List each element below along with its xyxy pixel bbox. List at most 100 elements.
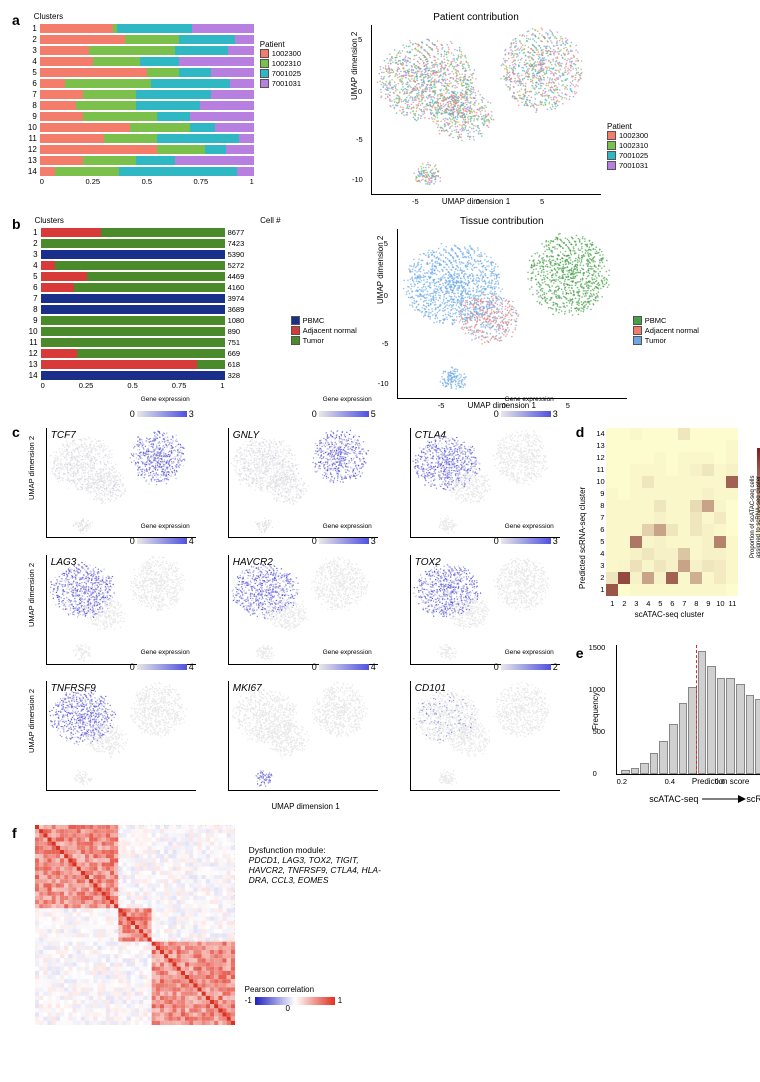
heatmap-cell bbox=[678, 428, 690, 440]
heatmap-cell bbox=[714, 572, 726, 584]
panel-b-umap-legend: PBMCAdjacent normalTumor bbox=[633, 316, 699, 345]
legend-item: 1002300 bbox=[260, 49, 301, 58]
heatmap-cell bbox=[618, 584, 630, 596]
heatmap-cell bbox=[630, 548, 642, 560]
heatmap-cell bbox=[678, 536, 690, 548]
heatmap-cell bbox=[666, 464, 678, 476]
bar-row: 13 bbox=[24, 155, 254, 165]
gene-umap: CD101Gene expression02 bbox=[388, 677, 570, 804]
bar-row: 27423 bbox=[25, 238, 255, 248]
heatmap-cell bbox=[726, 476, 738, 488]
bar-row: 11751 bbox=[25, 337, 255, 347]
heatmap-cell bbox=[642, 524, 654, 536]
histogram-bar bbox=[650, 753, 659, 774]
heatmap-cell bbox=[606, 512, 618, 524]
bar-row: 4 bbox=[24, 56, 254, 66]
heatmap-cell bbox=[666, 536, 678, 548]
heatmap-cell bbox=[606, 476, 618, 488]
heatmap-cell bbox=[618, 572, 630, 584]
heatmap-cell bbox=[606, 572, 618, 584]
heatmap-cell bbox=[678, 464, 690, 476]
heatmap-cell bbox=[690, 512, 702, 524]
heatmap-cell bbox=[690, 548, 702, 560]
heatmap-cell bbox=[666, 440, 678, 452]
legend-item: Tumor bbox=[291, 336, 357, 345]
histogram-bar bbox=[621, 770, 630, 774]
panel-b-umap-title: Tissue contribution bbox=[377, 216, 627, 227]
histogram-bar bbox=[679, 703, 688, 774]
legend-item: 1002310 bbox=[260, 59, 301, 68]
heatmap-cell bbox=[606, 452, 618, 464]
heatmap-cell bbox=[618, 488, 630, 500]
panel-a-umap-title: Patient contribution bbox=[351, 12, 601, 23]
heatmap-cell bbox=[606, 500, 618, 512]
heatmap-cell bbox=[714, 548, 726, 560]
heatmap-cell bbox=[702, 536, 714, 548]
panel-b-label: b bbox=[12, 216, 21, 410]
bar-row: 64160 bbox=[25, 282, 255, 292]
panel-a-bars-title: Clusters bbox=[24, 12, 254, 21]
gene-umap: UMAP dimension 2LAG3Gene expression04 bbox=[24, 551, 206, 678]
heatmap-cell bbox=[666, 584, 678, 596]
bar-row: 5 bbox=[24, 67, 254, 77]
bar-row: 7 bbox=[24, 89, 254, 99]
heatmap-cell bbox=[654, 560, 666, 572]
panel-b-legend: PBMCAdjacent normalTumor bbox=[291, 316, 357, 345]
heatmap-cell bbox=[606, 464, 618, 476]
bar-row: 54469 bbox=[25, 271, 255, 281]
bar-row: 18677 bbox=[25, 227, 255, 237]
heatmap-cell bbox=[690, 476, 702, 488]
heatmap-cell bbox=[618, 560, 630, 572]
bar-row: 14328 bbox=[25, 370, 255, 380]
heatmap-cell bbox=[654, 536, 666, 548]
heatmap-cell bbox=[702, 476, 714, 488]
bar-row: 12 bbox=[24, 144, 254, 154]
heatmap-cell bbox=[630, 464, 642, 476]
heatmap-cell bbox=[726, 440, 738, 452]
heatmap-cell bbox=[702, 560, 714, 572]
histogram-bar bbox=[669, 724, 678, 774]
gene-umap: TOX2Gene expression03 bbox=[388, 551, 570, 678]
heatmap-cell bbox=[630, 512, 642, 524]
heatmap-cell bbox=[642, 488, 654, 500]
heatmap-cell bbox=[690, 464, 702, 476]
gene-umap: UMAP dimension 2TCF7Gene expression03 bbox=[24, 424, 206, 551]
histogram-bar bbox=[717, 678, 726, 774]
heatmap-cell bbox=[678, 548, 690, 560]
bar-row: 12669 bbox=[25, 348, 255, 358]
legend-item: 7001031 bbox=[607, 161, 648, 170]
legend-item: 1002310 bbox=[607, 141, 648, 150]
gene-umap: CTLA4Gene expression03 bbox=[388, 424, 570, 551]
heatmap-cell bbox=[702, 548, 714, 560]
heatmap-cell bbox=[618, 452, 630, 464]
heatmap-cell bbox=[690, 428, 702, 440]
gene-umap: HAVCR2Gene expression03 bbox=[206, 551, 388, 678]
heatmap-cell bbox=[690, 584, 702, 596]
heatmap-cell bbox=[630, 440, 642, 452]
heatmap-cell bbox=[726, 452, 738, 464]
histogram-bar bbox=[640, 763, 649, 774]
heatmap-cell bbox=[654, 500, 666, 512]
heatmap-cell bbox=[702, 488, 714, 500]
heatmap-cell bbox=[726, 428, 738, 440]
heatmap-cell bbox=[702, 440, 714, 452]
panel-f-corrplot: Dysfunction module: PDCD1, LAG3, TOX2, T… bbox=[35, 825, 235, 1025]
heatmap-cell bbox=[666, 476, 678, 488]
heatmap-cell bbox=[678, 512, 690, 524]
panel-f-label: f bbox=[12, 825, 17, 1025]
legend-item: PBMC bbox=[633, 316, 699, 325]
heatmap-cell bbox=[618, 536, 630, 548]
heatmap-cell bbox=[666, 488, 678, 500]
heatmap-cell bbox=[714, 428, 726, 440]
panel-a-umap: UMAP dimension 2 5 0 -5 -10 -5 0 5 bbox=[371, 25, 601, 195]
heatmap-cell bbox=[630, 584, 642, 596]
legend-item: 1002300 bbox=[607, 131, 648, 140]
heatmap-cell bbox=[630, 488, 642, 500]
panel-a-bars: Clusters 123456789101112131400.250.50.75… bbox=[24, 12, 254, 206]
heatmap-cell bbox=[702, 584, 714, 596]
heatmap-cell bbox=[654, 512, 666, 524]
arrow-icon bbox=[698, 794, 746, 804]
bar-row: 13618 bbox=[25, 359, 255, 369]
heatmap-cell bbox=[654, 488, 666, 500]
heatmap-cell bbox=[666, 452, 678, 464]
